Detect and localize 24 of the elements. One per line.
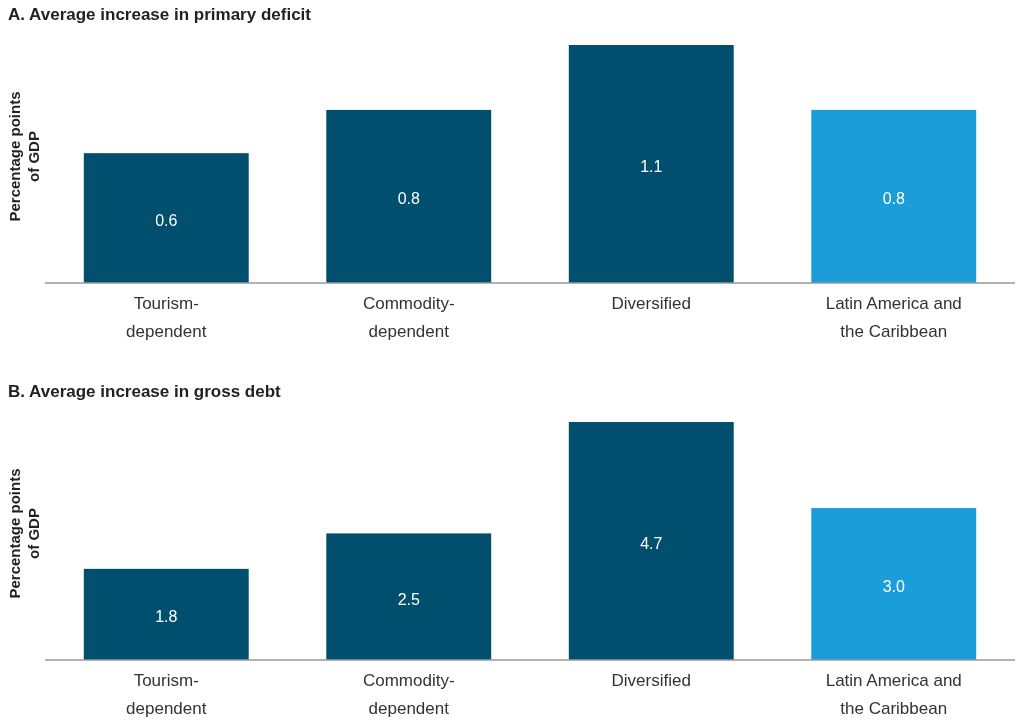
data-label: 2.5 [397, 590, 420, 608]
x-tick-label: Latin America and the Caribbean [825, 294, 962, 341]
bar [326, 533, 492, 660]
x-tick-label: Commodity-dependent [362, 671, 455, 718]
chart-title: A. Average increase in primary deficit [8, 5, 312, 24]
x-tick-label: Tourism-dependent [126, 294, 207, 341]
bar [811, 508, 977, 660]
data-label: 3.0 [882, 578, 905, 596]
x-tick-label: Diversified [611, 294, 691, 313]
x-tick-label: Tourism-dependent [126, 671, 207, 718]
bar [568, 422, 734, 660]
data-label: 1.8 [155, 608, 178, 626]
x-tick-label: Commodity-dependent [362, 294, 455, 341]
data-label: 0.6 [155, 212, 178, 230]
y-axis-title: Percentage points of GDP [6, 468, 42, 599]
data-label: 0.8 [882, 190, 905, 208]
bar [83, 568, 249, 660]
data-label: 0.8 [397, 190, 420, 208]
y-axis-title: Percentage points of GDP [6, 91, 42, 222]
x-tick-label: Latin America and the Caribbean [825, 671, 962, 718]
data-label: 4.7 [640, 535, 663, 552]
chart-title: B. Average increase in gross debt [8, 382, 282, 401]
x-tick-label: Diversified [611, 671, 691, 690]
data-label: 1.1 [640, 158, 663, 175]
